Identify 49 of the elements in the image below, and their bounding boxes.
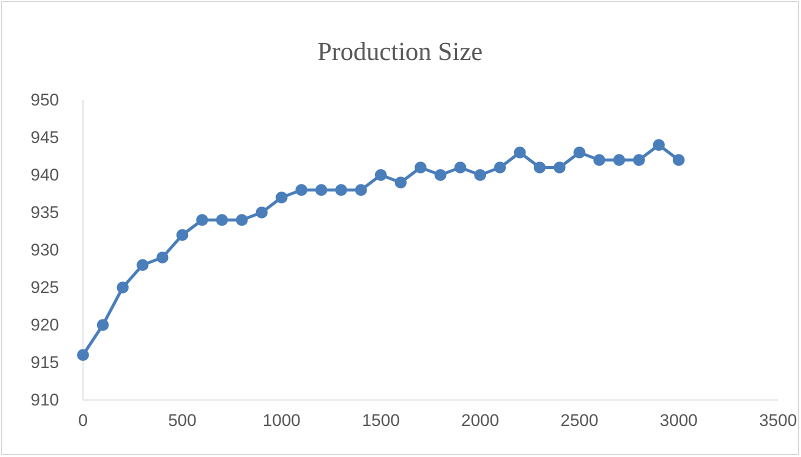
chart-title: Production Size [317, 37, 483, 66]
point [156, 252, 168, 264]
x-tick-label: 1500 [362, 411, 400, 430]
x-tick-label: 2000 [461, 411, 500, 430]
y-tick-label: 935 [30, 202, 59, 222]
point [77, 349, 89, 361]
point [335, 184, 348, 196]
point [256, 206, 268, 218]
point [374, 169, 387, 181]
y-tick-label: 915 [30, 352, 59, 372]
point [474, 169, 486, 181]
point [96, 319, 109, 331]
point [454, 162, 466, 174]
x-tick-label: 3500 [759, 411, 797, 430]
point [355, 184, 367, 196]
point [593, 154, 606, 166]
point [136, 259, 148, 271]
point [196, 214, 208, 226]
y-tick-label: 925 [30, 278, 59, 297]
point [514, 146, 526, 158]
y-tick-label: 950 [30, 90, 59, 110]
x-tick-label: 500 [168, 411, 196, 430]
point [613, 154, 626, 166]
x-tick-label: 3000 [660, 411, 698, 430]
point [236, 214, 248, 226]
point [116, 282, 129, 294]
y-tick-label: 930 [30, 240, 59, 260]
point [652, 139, 665, 151]
point [494, 162, 506, 174]
y-tick-label: 945 [30, 128, 59, 147]
y-tick-label: 940 [30, 165, 59, 184]
point [315, 184, 328, 196]
x-tick-label: 1000 [262, 411, 300, 430]
point [434, 169, 446, 181]
point [296, 184, 308, 196]
x-tick-label: 2500 [560, 411, 598, 430]
point [414, 162, 426, 174]
point [574, 146, 586, 158]
point [554, 162, 566, 174]
point [394, 176, 407, 188]
point [216, 214, 228, 226]
y-tick-label: 910 [30, 390, 59, 410]
x-tick-label: 0 [78, 411, 88, 430]
point [534, 162, 546, 174]
point [633, 154, 645, 166]
point [276, 192, 288, 204]
point [176, 229, 188, 241]
point [672, 154, 685, 166]
y-tick-label: 920 [30, 315, 59, 334]
